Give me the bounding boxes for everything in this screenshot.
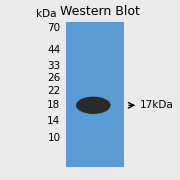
Text: 18: 18 — [47, 100, 60, 110]
FancyBboxPatch shape — [66, 22, 124, 167]
Text: 70: 70 — [47, 23, 60, 33]
Text: 14: 14 — [47, 116, 60, 126]
Text: 10: 10 — [47, 133, 60, 143]
Ellipse shape — [76, 97, 111, 114]
Text: 26: 26 — [47, 73, 60, 83]
Text: 33: 33 — [47, 61, 60, 71]
Text: 44: 44 — [47, 45, 60, 55]
Text: 22: 22 — [47, 86, 60, 96]
Text: Western Blot: Western Blot — [60, 5, 140, 18]
Text: kDa: kDa — [36, 9, 57, 19]
Text: 17kDa: 17kDa — [140, 100, 174, 110]
